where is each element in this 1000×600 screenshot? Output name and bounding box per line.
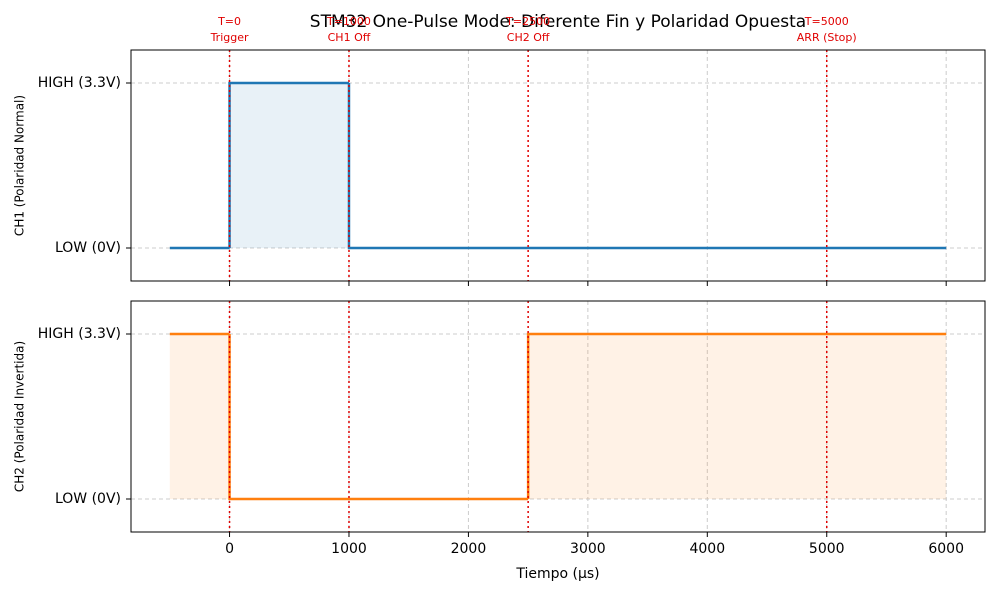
- plot-frame: [130, 49, 986, 282]
- event-label: T=5000: [804, 15, 849, 28]
- chart-title: STM32 One-Pulse Mode: Diferente Fin y Po…: [310, 12, 806, 32]
- x-tick-label: 1000: [331, 541, 367, 557]
- x-tick-label: 5000: [809, 541, 845, 557]
- step-line: [228, 334, 529, 501]
- y-tick-label: HIGH (3.3V): [38, 75, 121, 91]
- event-label: CH2 Off: [507, 31, 550, 44]
- event-label: T=2500: [505, 15, 550, 28]
- y-tick-label: HIGH (3.3V): [38, 326, 121, 342]
- y-tick-label: LOW (0V): [55, 240, 121, 256]
- event-label: T=0: [217, 15, 241, 28]
- step-line: [526, 332, 947, 499]
- event-label: ARR (Stop): [797, 31, 857, 44]
- area-fill: [528, 334, 947, 499]
- plot-frame: [130, 300, 986, 533]
- step-line: [347, 83, 947, 250]
- event-label: CH1 Off: [328, 31, 371, 44]
- x-tick-label: 6000: [928, 541, 964, 557]
- event-label: Trigger: [210, 31, 249, 44]
- x-axis-label: Tiempo (μs): [515, 566, 599, 582]
- event-label: T=1000: [326, 15, 371, 28]
- y-axis-label: CH2 (Polaridad Invertida): [13, 341, 27, 492]
- step-line: [228, 81, 349, 248]
- x-tick-label: 4000: [689, 541, 725, 557]
- x-tick-label: 2000: [451, 541, 487, 557]
- y-tick-label: LOW (0V): [55, 491, 121, 507]
- x-tick-label: 0: [225, 541, 234, 557]
- area-fill: [229, 83, 349, 248]
- area-fill: [169, 334, 230, 499]
- y-axis-label: CH1 (Polaridad Normal): [13, 95, 27, 236]
- x-tick-label: 3000: [570, 541, 606, 557]
